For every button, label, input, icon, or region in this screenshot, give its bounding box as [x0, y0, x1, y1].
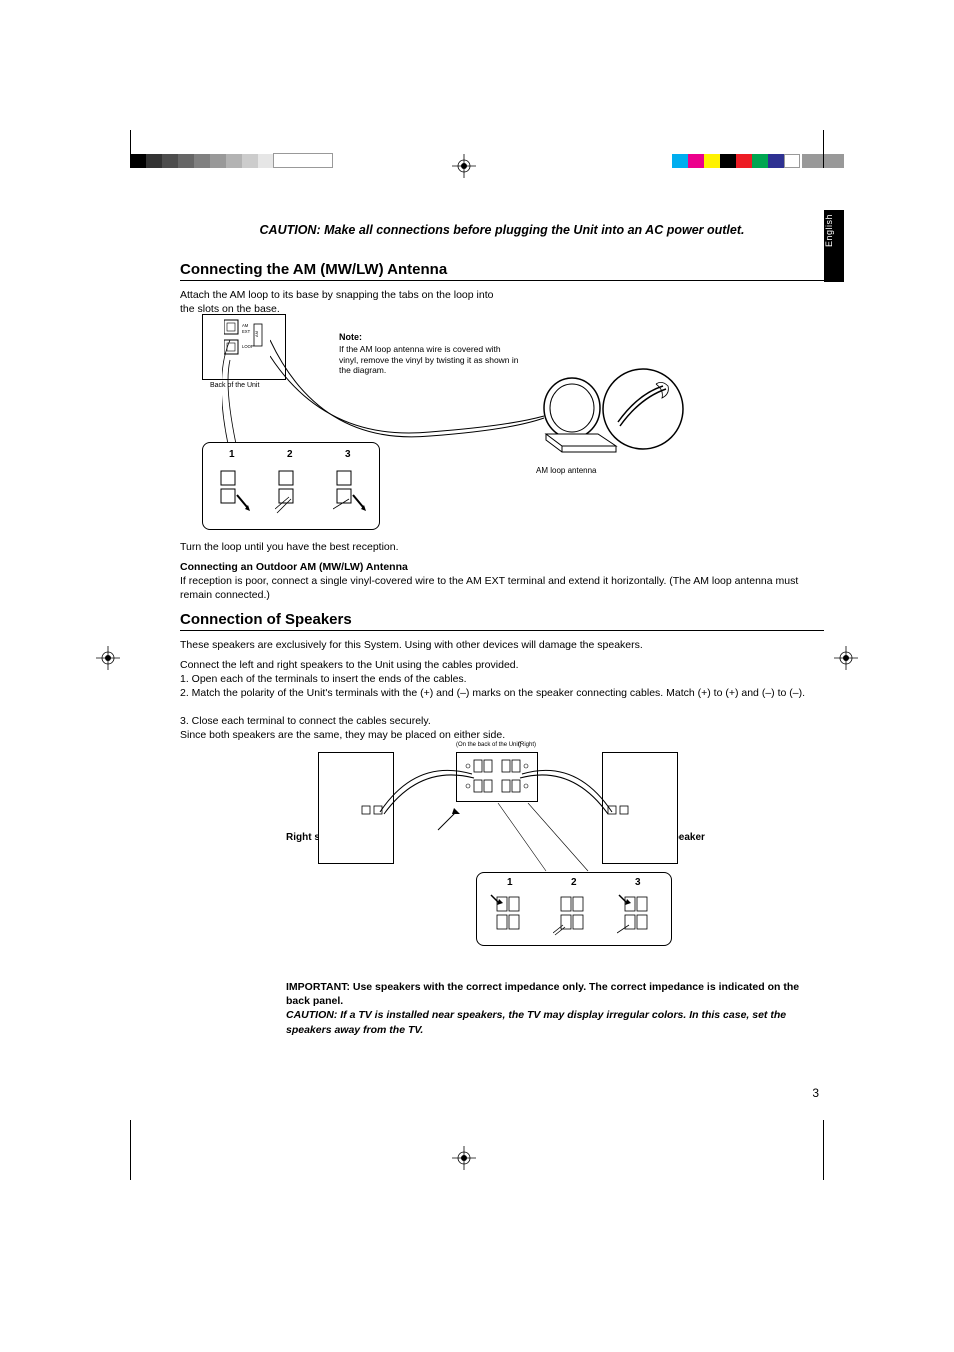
speakers-diagram: Right speaker Left speaker [286, 748, 716, 968]
sp-terminal-2 [553, 893, 601, 937]
pointer-arrow [434, 804, 464, 834]
hr-am [180, 280, 824, 281]
crop-br-v [823, 1120, 824, 1180]
sp-step-2: 2 [571, 877, 577, 888]
wire-to-steps [222, 336, 252, 446]
am-after: Turn the loop until you have the best re… [180, 540, 507, 554]
svg-text:EXT: EXT [242, 329, 251, 334]
center-caption-right: (Right) [518, 742, 536, 748]
section-am-title: Connecting the AM (MW/LW) Antenna [180, 261, 447, 278]
am-outdoor-title: Connecting an Outdoor AM (MW/LW) Antenna [180, 560, 408, 574]
am-terminal-step-2 [275, 465, 309, 515]
cal-sq [226, 154, 242, 168]
side-tab-label: English [824, 210, 834, 251]
speakers-after: Since both speakers are the same, they m… [180, 728, 824, 742]
am-outdoor-text: If reception is poor, connect a single v… [180, 574, 824, 602]
tv-caution-text: CAUTION: If a TV is installed near speak… [286, 1009, 786, 1035]
cal-sq [752, 154, 768, 168]
registration-mark-bottom [452, 1146, 476, 1170]
cal-sq [178, 154, 194, 168]
section-speakers-title: Connection of Speakers [180, 611, 352, 628]
page-root: English CAUTION: Make all connections be… [0, 0, 954, 1352]
cal-border-left [273, 153, 333, 168]
center-caption: (On the back of the Unit) [456, 742, 521, 748]
important-text: IMPORTANT: Use speakers with the correct… [286, 981, 799, 1007]
am-diagram-area: AM EXT AM LOOP Back of the Unit 1 2 3 [180, 302, 824, 552]
crop-tr-v [823, 130, 824, 168]
speakers-s3: 3. Close each terminal to connect the ca… [180, 714, 824, 728]
am-vinyl-detail-circle [598, 364, 688, 454]
crop-tl-v [130, 130, 131, 168]
cal-sq [688, 154, 704, 168]
am-loop-caption: AM loop antenna [536, 466, 597, 475]
bottom-important-caution: IMPORTANT: Use speakers with the correct… [286, 980, 824, 1037]
crop-bl-v [130, 1120, 131, 1180]
am-steps-box: 1 2 3 [202, 442, 380, 530]
sp-terminal-1 [489, 893, 537, 937]
cal-sq [704, 154, 720, 168]
sp-step-3: 3 [635, 877, 641, 888]
cal-sq [146, 154, 162, 168]
cal-sq [736, 154, 752, 168]
registration-mark-right [834, 646, 858, 670]
am-step-2: 2 [287, 449, 293, 460]
cal-sq [672, 154, 688, 168]
sp-terminal-3 [617, 893, 665, 937]
hr-speakers [180, 630, 824, 631]
page-number: 3 [812, 1086, 819, 1100]
am-step-3: 3 [345, 449, 351, 460]
cal-sq [242, 154, 258, 168]
speakers-s1: 1. Open each of the terminals to insert … [180, 672, 824, 686]
speakers-s2: 2. Match the polarity of the Unit's term… [180, 686, 824, 700]
top-caution: CAUTION: Make all connections before plu… [180, 222, 824, 238]
side-tab: English [824, 210, 844, 282]
am-terminal-step-3 [333, 465, 367, 515]
cal-strip-left [130, 154, 274, 168]
cal-sq [130, 154, 146, 168]
cal-sq [258, 154, 274, 168]
speakers-steps-intro: Connect the left and right speakers to t… [180, 658, 824, 672]
cal-sq [210, 154, 226, 168]
cal-sq [768, 154, 784, 168]
speakers-intro: These speakers are exclusively for this … [180, 638, 824, 652]
registration-mark-top [452, 154, 476, 178]
lines-to-steps [488, 803, 608, 873]
cal-strip-right [672, 154, 800, 168]
cal-sq [784, 154, 800, 168]
speaker-steps-box: 1 2 3 [476, 872, 672, 946]
svg-text:AM: AM [242, 323, 249, 328]
svg-text:AM: AM [254, 331, 259, 337]
cal-sq [720, 154, 736, 168]
am-terminal-step-1 [217, 465, 251, 515]
cal-sq [162, 154, 178, 168]
sp-step-1: 1 [507, 877, 513, 888]
am-long-wire [270, 336, 550, 446]
cal-sq [194, 154, 210, 168]
am-step-1: 1 [229, 449, 235, 460]
registration-mark-left [96, 646, 120, 670]
